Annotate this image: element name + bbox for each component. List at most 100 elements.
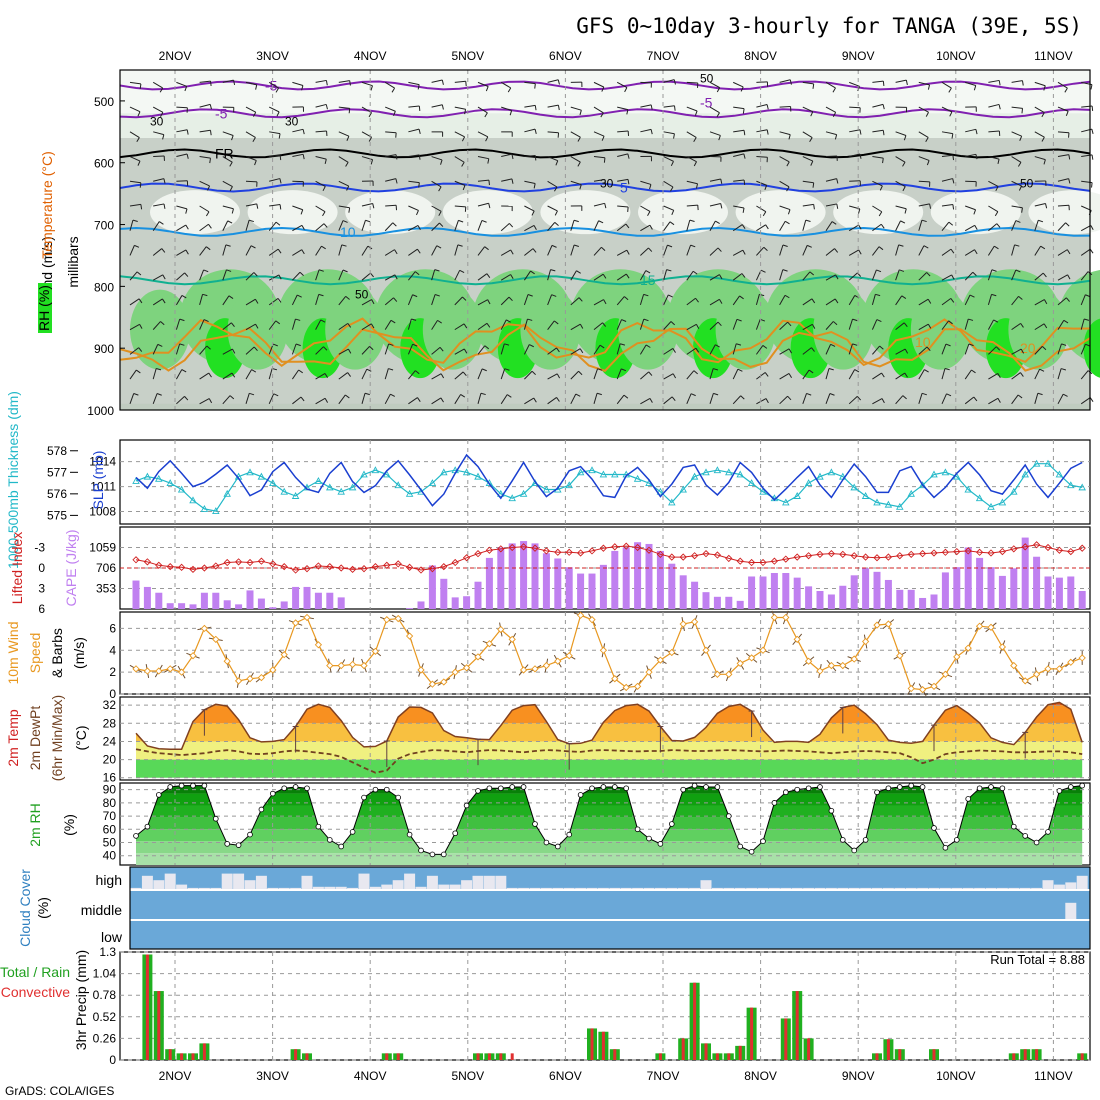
wind-barb-flag [997,398,1001,403]
cape-bar [406,608,414,609]
wind-barb [941,320,950,330]
precip-convective-bar [305,1053,309,1060]
pressure-tick-label: 700 [94,219,114,233]
wind-barb-flag [789,79,792,85]
cape-bar [748,576,756,609]
cloud-bar-high [369,886,381,889]
wind-barb [1011,296,1019,306]
wind-barb-flag [279,204,282,210]
wind-barb [918,156,930,161]
wind-barb-flag [368,112,372,118]
wind-barb [617,178,629,182]
wind-barb-flag [139,324,143,329]
rh-point [201,782,208,789]
wind-barb-flag [341,244,347,247]
wind-barb-flag [440,159,443,165]
wind-barb [802,347,812,355]
temp-tick-label: 32 [103,698,117,712]
wind-barb [779,79,791,83]
rh-point [213,815,219,822]
wind-barb [477,81,489,87]
wind-barb-flag [488,203,491,209]
date-tick-label-bottom: 2NOV [159,1069,192,1083]
rh-band [136,793,1083,806]
wind-barb [153,131,164,136]
thickness-point [462,468,471,476]
wind-speed-point [656,656,665,664]
wind-barb-flag [952,178,955,184]
wind-barb [454,80,466,83]
date-tick-label: 9NOV [842,49,875,63]
wind-barb [1057,131,1070,134]
wind-barb-flag [440,397,444,403]
rh-point [589,785,595,792]
wind-barb-flag [342,220,348,223]
wind-axis-label-a: 10m Wind [5,621,21,684]
wind-barb-flag [1090,84,1093,90]
wind-barb-flag [762,345,768,349]
wind-barb-flag [557,105,560,111]
rh-point [1010,823,1017,830]
wind-barb [222,131,234,136]
wind-barb [1011,131,1022,137]
rh-dry-patch [1028,190,1100,235]
cape-bar [520,541,528,609]
wind-barb-flag [185,224,189,230]
wind-barb [918,131,929,138]
li-point [132,556,140,564]
thickness-point [1021,470,1029,478]
slp-axis-label: SLP (mb) [90,451,106,510]
wind-barb-flag [417,225,421,231]
isotherm-line [119,108,1091,119]
wind-barb-flag [828,368,834,371]
wind-barb-flag [134,244,140,248]
cape-bar [691,581,699,609]
precip-convective-bar [294,1049,298,1060]
wind-barb [1080,248,1091,256]
wind-barb-flag [597,368,603,371]
date-tick-label: 2NOV [159,49,192,63]
wind-barb-flag [602,322,607,327]
wind-barb [547,205,558,212]
precip-convective-bar [727,1053,731,1060]
isotherm-label: 20 [1020,340,1036,356]
wind-barb [872,345,880,355]
li-point [702,550,710,558]
li-point [793,553,801,561]
wind-barb-flag [715,344,720,348]
wind-barb-flag [440,373,445,379]
wind-barb-flag [650,129,653,135]
cape-bar [1044,576,1052,609]
thickness-point [599,470,608,478]
li-point [599,544,608,552]
wind-barb [431,294,436,306]
wind-barb-flag [255,84,258,90]
cape-bar [132,580,140,609]
cloud-bar-high [1053,884,1065,889]
chart-title: GFS 0~10day 3-hourly for TANGA (39E, 5S) [576,14,1082,38]
li-line [135,544,1083,571]
wind-barb [732,295,740,306]
rh-point [463,802,470,809]
wind-barb-flag [533,397,537,403]
precip-convective-bar [1080,1053,1084,1060]
wind-barb-flag [951,274,955,280]
wind-tick-label: 2 [109,665,116,679]
wind-barb-flag [504,368,510,371]
wind-barb-flag [437,319,442,324]
wind-barb [755,345,764,355]
rh-point [771,800,778,806]
wind-barb [500,274,511,281]
wind-barb [153,178,165,182]
thickness-point [668,498,676,506]
cape-bar [1055,577,1063,609]
cloud-bar-high [939,887,951,889]
wind-barb-flag [812,83,815,89]
thickness-point [223,489,231,497]
li-point [987,549,995,557]
wind-barb [663,221,671,232]
wind-barb-flag [673,133,675,139]
wind-barb [524,205,535,212]
wind-barb-flag [969,294,975,298]
wind-speed-point [873,621,881,629]
